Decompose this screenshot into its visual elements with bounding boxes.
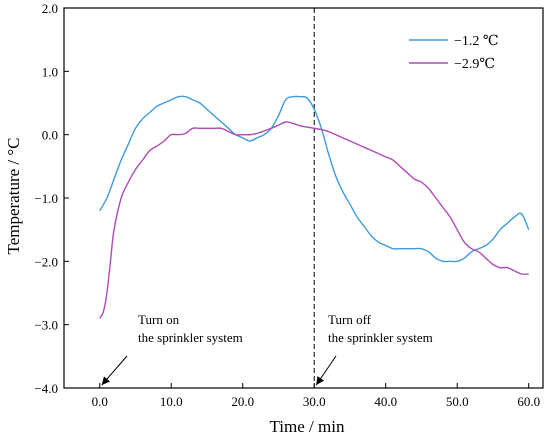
x-tick-label: 40.0 — [374, 394, 397, 409]
x-tick-label: 20.0 — [231, 394, 254, 409]
legend: −1.2 ℃ −2.9℃ — [409, 34, 499, 72]
x-tick-label: 60.0 — [517, 394, 540, 409]
y-tick-label: 0.0 — [42, 128, 58, 143]
x-axis-title: Time / min — [270, 417, 345, 436]
plot-layer: Turn on the sprinkler system Turn off the s… — [99, 8, 530, 388]
annotation-text-2: Turn off — [328, 312, 372, 327]
x-tick-label: 0.0 — [92, 394, 108, 409]
annotation-text-1: Turn on — [138, 312, 180, 327]
series-line-2 — [99, 121, 529, 319]
series-line-1 — [99, 95, 530, 263]
annotation-arrowhead-2 — [316, 376, 325, 385]
annotation-text-1: the sprinkler system — [138, 330, 243, 345]
y-tick-label: −1.0 — [34, 191, 58, 206]
y-tick-label: −2.0 — [34, 254, 58, 269]
y-tick-label: −4.0 — [34, 381, 58, 396]
legend-label-1: −1.2 ℃ — [454, 34, 499, 49]
y-tick-label: −3.0 — [34, 318, 58, 333]
y-tick-label: 2.0 — [42, 1, 58, 16]
x-tick-label: 50.0 — [446, 394, 469, 409]
y-axis-title: Temperature / °C — [4, 137, 23, 254]
legend-label-2: −2.9℃ — [454, 57, 495, 72]
annotation-arrowhead-1 — [101, 376, 111, 385]
x-tick-label: 10.0 — [160, 394, 183, 409]
x-tick-label: 30.0 — [303, 394, 326, 409]
annotation-text-2: the sprinkler system — [328, 330, 433, 345]
axes-layer: 0.0 10.0 20.0 30.0 40.0 50.0 60.0 2.0 1.0 0.0 −1.0… — [34, 1, 544, 409]
y-tick-label: 1.0 — [42, 64, 58, 79]
